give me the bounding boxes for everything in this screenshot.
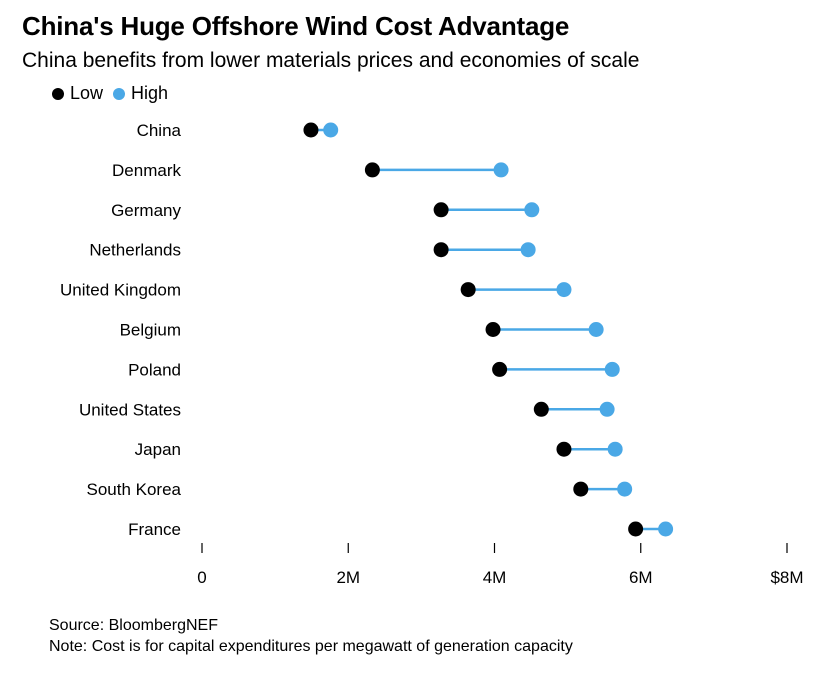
x-tick-label-2: 4M xyxy=(483,568,507,587)
low-point-united-states xyxy=(533,401,549,417)
low-point-japan xyxy=(556,441,572,457)
footnote: Note: Cost is for capital expenditures p… xyxy=(49,638,573,655)
category-label-denmark: Denmark xyxy=(112,161,181,180)
category-label-germany: Germany xyxy=(111,201,181,220)
legend-label-high: High xyxy=(131,83,169,103)
low-point-belgium xyxy=(485,322,501,337)
legend-item-high: High xyxy=(113,83,168,104)
high-point-denmark xyxy=(493,162,509,178)
chart-title: China's Huge Offshore Wind Cost Advantag… xyxy=(22,11,570,41)
category-label-south-korea: South Korea xyxy=(86,480,181,499)
high-point-south-korea xyxy=(617,481,633,497)
legend-dot-high xyxy=(113,87,126,100)
legend-item-low: Low xyxy=(52,83,103,104)
category-label-france: France xyxy=(128,520,181,539)
legend: Low High xyxy=(52,83,178,104)
low-point-china xyxy=(303,122,319,138)
high-point-united-states xyxy=(599,401,615,417)
high-point-poland xyxy=(604,361,620,377)
low-point-south-korea xyxy=(573,481,589,497)
high-point-netherlands xyxy=(520,242,536,258)
legend-dot-low xyxy=(52,87,64,100)
category-label-netherlands: Netherlands xyxy=(89,241,181,260)
high-point-france xyxy=(658,521,674,537)
legend-label-low: Low xyxy=(70,83,104,103)
low-point-netherlands xyxy=(433,242,449,258)
low-point-denmark xyxy=(364,162,380,178)
high-point-japan xyxy=(607,441,623,457)
category-label-china: China xyxy=(137,121,182,140)
low-point-poland xyxy=(492,361,508,377)
category-label-poland: Poland xyxy=(128,360,181,379)
x-tick-label-0: 0 xyxy=(197,568,206,587)
footer: Source: BloombergNEF Note: Cost is for c… xyxy=(49,615,573,657)
low-point-france xyxy=(628,521,644,537)
high-point-united-kingdom xyxy=(556,282,572,298)
low-point-united-kingdom xyxy=(460,282,476,298)
dumbbell-chart: China Denmark Germany Netherlands United Kin… xyxy=(60,121,804,587)
x-tick-label-4: $8M xyxy=(770,568,803,587)
chart-subtitle: China benefits from lower materials pric… xyxy=(22,49,640,72)
category-label-japan: Japan xyxy=(135,440,181,459)
source-note: Source: BloombergNEF xyxy=(49,617,218,634)
category-label-belgium: Belgium xyxy=(120,321,181,340)
category-label-united-states: United States xyxy=(79,400,181,419)
low-point-germany xyxy=(433,202,449,218)
high-point-china xyxy=(323,122,339,138)
category-label-united-kingdom: United Kingdom xyxy=(60,281,181,300)
x-tick-label-3: 6M xyxy=(629,568,653,587)
high-point-germany xyxy=(524,202,540,218)
x-tick-label-1: 2M xyxy=(336,568,360,587)
high-point-belgium xyxy=(588,322,604,337)
